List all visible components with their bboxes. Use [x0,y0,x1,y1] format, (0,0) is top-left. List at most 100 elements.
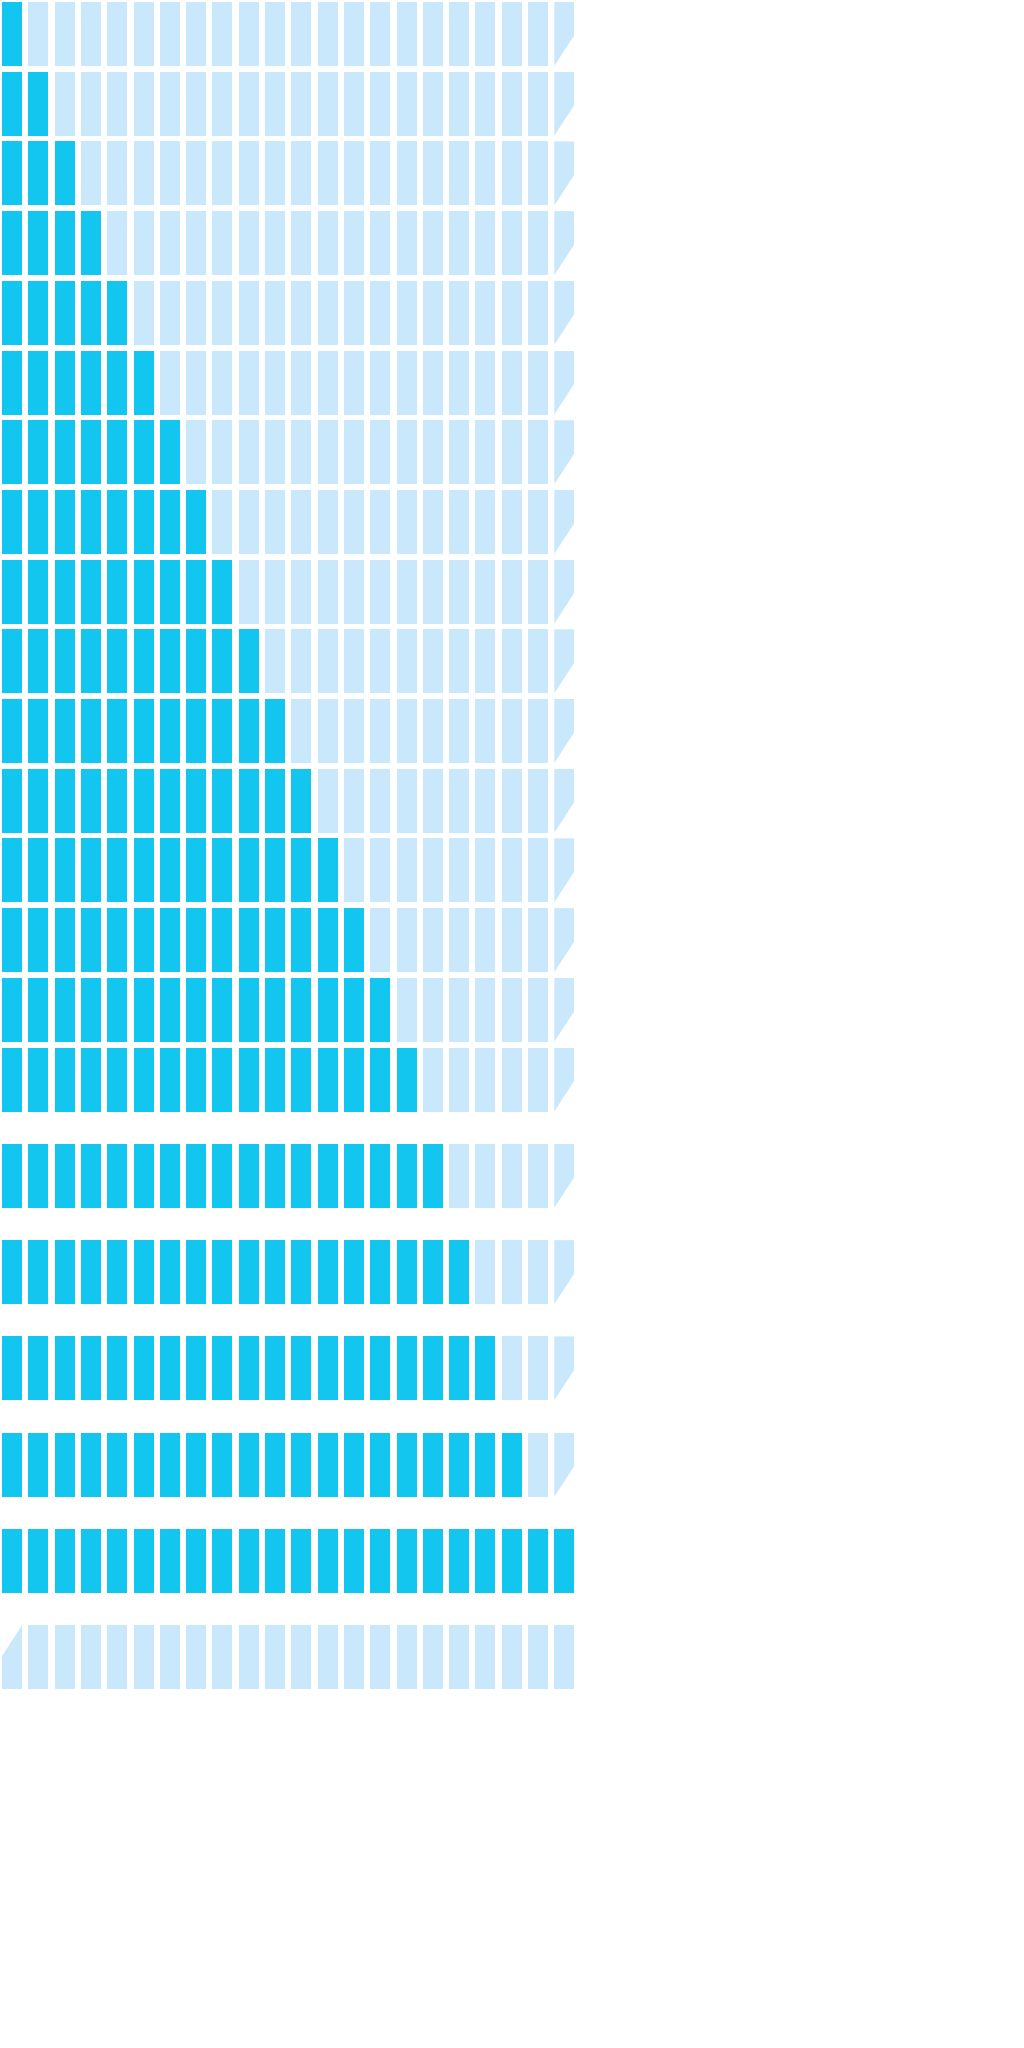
empty-segment [475,2,496,66]
empty-segment [528,1047,548,1112]
empty-segment [554,629,575,694]
filled-segment [317,1432,338,1497]
empty-segment [186,420,207,485]
filled-segment [370,1240,391,1305]
filled-segment [370,1336,391,1401]
empty-segment [449,2,470,66]
filled-segment [2,1336,22,1401]
filled-segment [422,1336,443,1401]
filled-segment [317,977,338,1042]
filled-segment [28,350,49,415]
empty-segment [554,1432,575,1497]
empty-segment [80,141,101,206]
filled-segment [501,1432,522,1497]
empty-segment [475,280,496,345]
empty-segment [133,1625,154,1690]
filled-segment [212,1336,233,1401]
filled-segment [212,768,233,833]
empty-segment [238,71,259,136]
filled-segment [317,1047,338,1112]
empty-segment [265,559,285,624]
filled-segment [28,420,49,485]
filled-segment [370,977,391,1042]
empty-segment [107,141,128,206]
filled-segment [80,350,101,415]
filled-segment [159,1047,180,1112]
empty-segment [475,211,496,276]
filled-segment [291,1240,312,1305]
filled-segment [291,768,312,833]
empty-segment [396,768,417,833]
filled-segment [291,1047,312,1112]
filled-segment [107,838,128,903]
filled-segment [54,559,75,624]
filled-segment [265,1529,285,1593]
filled-segment [28,1336,49,1401]
empty-segment [107,1625,128,1690]
filled-segment [107,559,128,624]
filled-segment [186,838,207,903]
empty-segment [554,71,575,136]
empty-segment [422,699,443,763]
empty-segment [396,559,417,624]
empty-segment [133,280,154,345]
empty-segment [396,2,417,66]
empty-segment [159,2,180,66]
filled-segment [186,629,207,694]
filled-segment [212,1143,233,1208]
empty-segment [475,420,496,485]
empty-segment [396,1625,417,1690]
filled-segment [2,977,22,1042]
filled-segment [54,489,75,554]
empty-segment [449,280,470,345]
empty-segment [422,2,443,66]
filled-segment [54,280,75,345]
filled-segment [80,977,101,1042]
filled-segment [317,1336,338,1401]
empty-segment [396,141,417,206]
empty-segment [343,280,364,345]
filled-segment [54,908,75,973]
filled-segment [107,1240,128,1305]
filled-segment [28,559,49,624]
empty-segment [475,559,496,624]
empty-segment [133,141,154,206]
empty-segment [370,629,391,694]
filled-segment [133,1336,154,1401]
filled-segment [238,1432,259,1497]
filled-segment [28,211,49,276]
empty-segment [343,838,364,903]
empty-segment [554,1625,575,1690]
empty-segment [265,211,285,276]
filled-segment [475,1336,496,1401]
empty-segment [528,1336,548,1401]
filled-segment [54,350,75,415]
filled-segment [2,350,22,415]
filled-segment [212,559,233,624]
filled-segment [186,1432,207,1497]
empty-segment [317,71,338,136]
empty-segment [343,1625,364,1690]
filled-segment [2,420,22,485]
empty-segment [528,489,548,554]
empty-segment [554,141,575,206]
filled-segment [54,1143,75,1208]
empty-segment [528,280,548,345]
empty-segment [501,420,522,485]
empty-segment [370,350,391,415]
empty-segment [501,699,522,763]
empty-segment [291,71,312,136]
empty-segment [212,489,233,554]
empty-segment [554,559,575,624]
filled-segment [186,1240,207,1305]
empty-segment [317,489,338,554]
filled-segment [2,908,22,973]
empty-segment [554,211,575,276]
empty-segment [475,1625,496,1690]
empty-segment [265,280,285,345]
filled-segment [28,1047,49,1112]
filled-segment [2,768,22,833]
filled-segment [343,1143,364,1208]
filled-segment [238,1529,259,1593]
filled-segment [291,838,312,903]
